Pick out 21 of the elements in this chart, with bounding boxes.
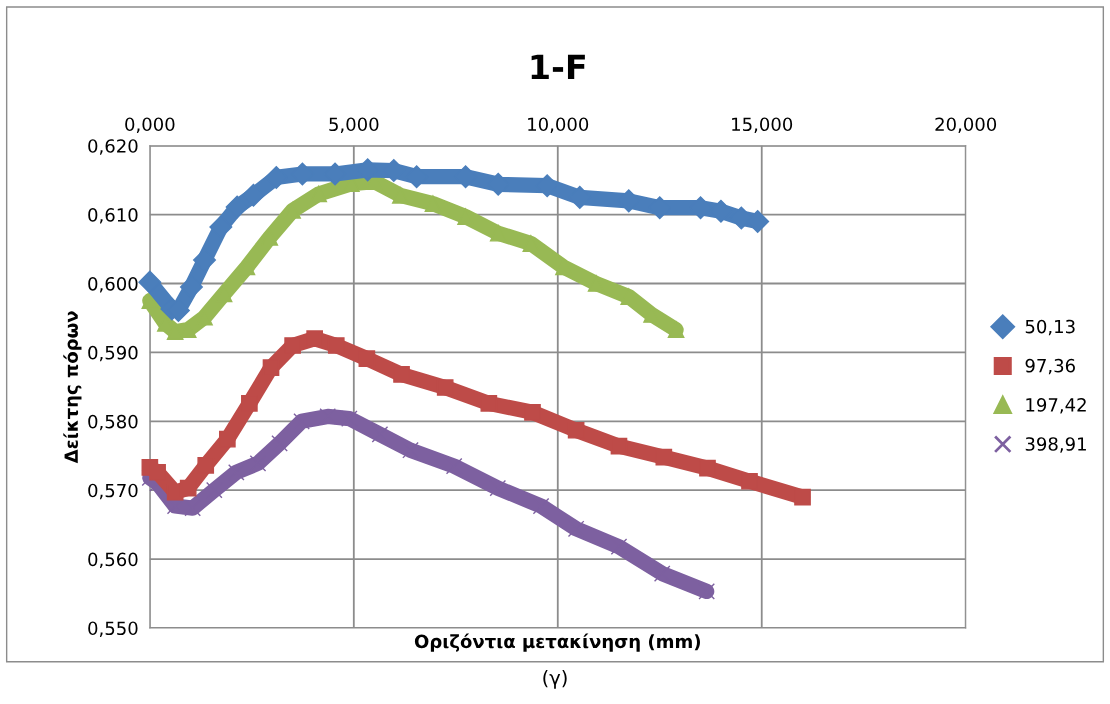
text: (γ) — [543, 669, 567, 689]
y-tick-label: 0,620 — [88, 139, 138, 155]
y-tick-label: 0,590 — [88, 345, 138, 362]
x-tick-label: 0,000 — [125, 117, 175, 133]
x-tick-label: 5,000 — [329, 117, 379, 133]
x-tick-label: 20,000 — [935, 117, 997, 133]
x-tick-label: 10,000 — [528, 117, 589, 133]
legend-label: 398,91 — [1025, 437, 1086, 453]
legend-label: 197,42 — [1026, 398, 1086, 414]
y-axis-title: Δείκτης πόρων — [63, 311, 82, 464]
legend-label: 97,36 — [1025, 358, 1075, 375]
y-tick-label: 0,560 — [88, 552, 138, 569]
y-tick-label: 0,610 — [88, 208, 138, 224]
y-tick-label: 0,570 — [88, 483, 138, 500]
y-tick-label: 0,600 — [88, 276, 138, 293]
y-tick-label: 0,580 — [88, 414, 138, 431]
x-tick-label: 15,000 — [732, 117, 793, 133]
x-axis-title: Οριζόντια μετακίνηση (mm) — [414, 633, 700, 652]
chart-title: 1-F — [531, 54, 585, 80]
legend-label: 50,13 — [1025, 319, 1075, 336]
y-tick-label: 0,550 — [88, 621, 138, 637]
